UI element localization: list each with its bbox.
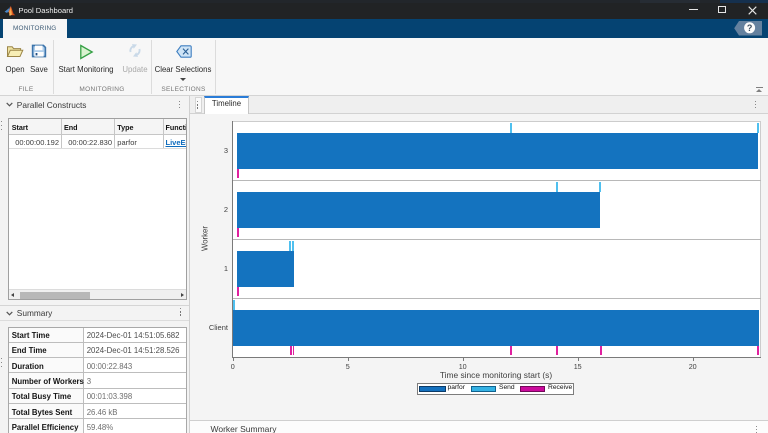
svg-text:?: ?	[747, 23, 753, 33]
